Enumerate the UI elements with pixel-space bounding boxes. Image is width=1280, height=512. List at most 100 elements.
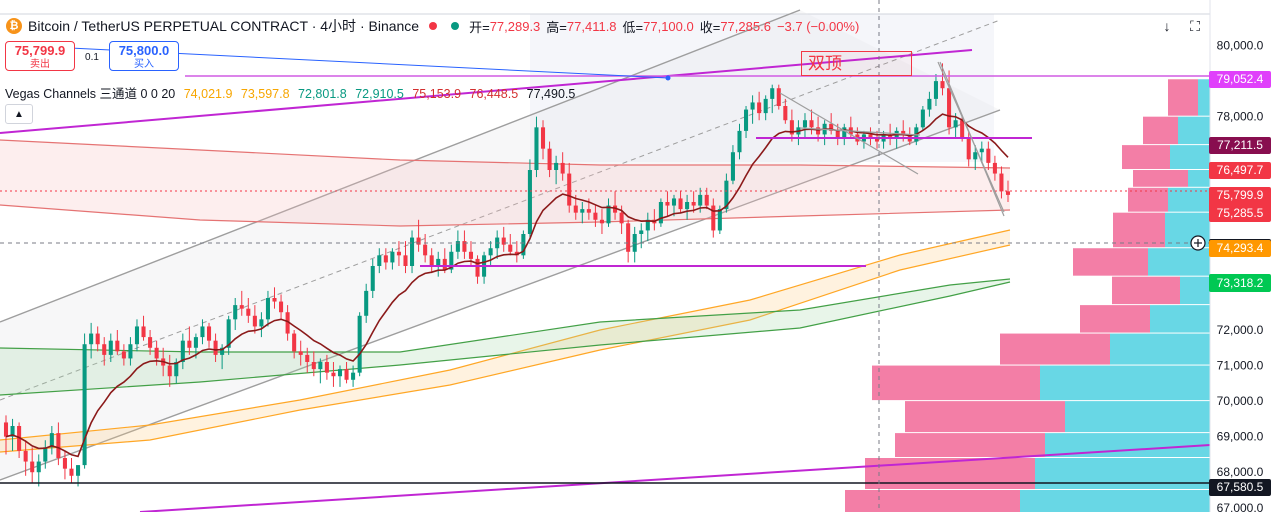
candle-body [626,223,631,252]
low-label: 低= [622,19,644,35]
candle-body [10,426,15,437]
volume-profile-sell-bar [1178,116,1210,145]
candle-body [639,230,644,234]
candle-body [462,241,467,252]
red-tunnel-fill [0,140,1010,226]
sell-button[interactable]: 75,799.9 卖出 [5,41,75,71]
candle-body [973,152,978,160]
chevron-up-icon[interactable]: ▲ [5,104,33,124]
candle-body [265,298,270,320]
buy-button[interactable]: 75,800.0 买入 [109,41,179,71]
candle-body [416,237,421,245]
candle-body [318,362,323,370]
candle-body [351,372,356,380]
candle-body [868,134,873,138]
candle-body [396,251,401,256]
trend-anchor-dot [665,75,671,81]
volume-profile-buy-bar [905,401,1065,433]
candle-body [763,98,768,114]
candle-body [711,205,716,231]
price-axis-label: 73,318.2 [1209,275,1271,293]
candle-body [829,123,834,131]
channel-upper-line [0,9,801,323]
candle-body [89,333,94,345]
candle-body [704,194,709,206]
candle-body [835,130,840,138]
candle-body [979,148,984,153]
candle-body [403,255,408,266]
candle-body [305,354,310,362]
candle-body [141,326,146,338]
candle-body [678,198,683,210]
candle-body [554,162,559,170]
candle-body [992,162,997,174]
candle-body [665,202,670,206]
volume-profile-buy-bar [1112,276,1180,305]
candle-body [95,333,100,345]
candle-body [410,237,415,266]
red-tunnel-upper [0,139,1011,169]
candle-body [789,120,794,135]
candle-body [17,426,22,451]
candle-body [239,305,244,309]
price-axis-label: 79,052.4 [1209,71,1271,89]
candle-body [43,447,48,462]
sell-label: 卖出 [30,59,50,70]
candle-body [933,81,938,99]
magenta-trend-lower [139,444,1211,512]
candle-body [331,372,336,377]
magenta-trend-upper [0,49,973,134]
candle-body [377,255,382,266]
indicator-name[interactable]: Vegas Channels 三通道 0 0 20 [5,87,176,101]
candle-body [233,305,238,320]
candle-body [521,234,526,256]
indicator-legend[interactable]: Vegas Channels 三通道 0 0 20 74,021.9 73,59… [5,83,580,102]
volume-profile-sell-bar [1198,79,1210,116]
candle-body [56,433,61,458]
candle-body [947,88,952,128]
volume-profile-buy-bar [865,458,1035,489]
candle-body [468,251,474,259]
candle-body [874,138,880,142]
volume-profile-buy-bar [1133,170,1188,187]
candle-body [619,212,624,224]
high-label: 高= [546,19,567,35]
candle-body [49,433,54,448]
candle-body [816,127,821,135]
candle-body [134,326,140,345]
channel-fill [0,10,1000,480]
candle-body [599,219,604,224]
candle-body [174,362,179,377]
candle-body [298,351,303,355]
candle-body [311,362,316,370]
candle-body [645,219,650,231]
green-tunnel-lower [0,281,1011,396]
candle-body [1005,191,1011,195]
candle-body [357,315,362,373]
candle-body [102,344,107,355]
price-axis-label: 75,285.5 [1209,205,1271,223]
candle-body [36,461,41,473]
candle-body [324,362,329,373]
symbol-title[interactable]: Bitcoin / TetherUS PERPETUAL CONTRACT · … [28,18,420,34]
candle-body [455,241,460,252]
candle-body [534,127,539,170]
candle-body [167,365,172,377]
price-axis-tick: 68,000.0 [1217,465,1264,479]
double-top-label[interactable]: 双顶 [801,51,912,76]
candle-body [23,450,28,462]
candle-body [986,148,991,163]
fullscreen-icon[interactable]: ⛶ [1190,17,1200,34]
data-status-icon [451,22,460,30]
candle-body [927,98,932,110]
candle-body [200,326,205,338]
price-axis-label: 77,211.5 [1209,136,1271,154]
price-axis-tick: 69,000.0 [1217,430,1264,444]
candle-body [226,319,231,348]
candle-body [220,347,225,355]
candle-body [940,81,945,89]
candle-body [527,170,532,234]
channel-lower-line [0,109,1001,481]
arrow-down-icon[interactable]: ↓ [1163,18,1171,34]
